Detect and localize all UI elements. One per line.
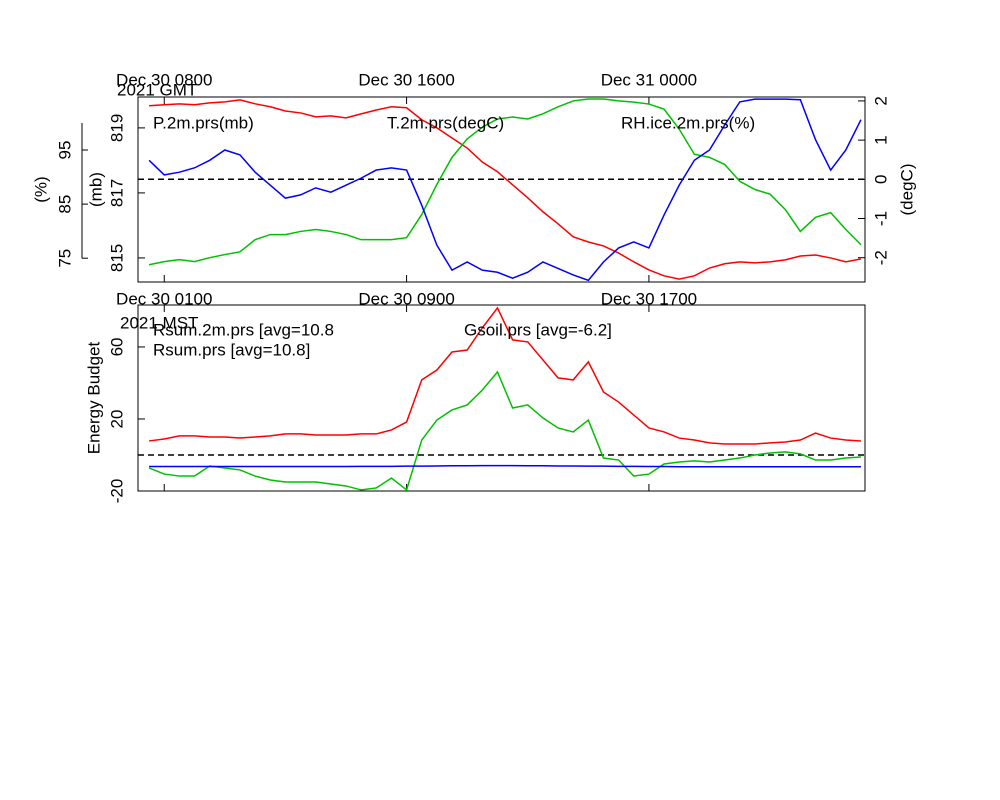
x-tick-label: Dec 30 0800 <box>116 70 212 89</box>
y-axis-label: Energy Budget <box>84 341 103 454</box>
legend-label: RH.ice.2m.prs(%) <box>621 113 755 132</box>
y3-axis-label: (%) <box>31 176 50 202</box>
y3-tick-label: 75 <box>55 249 74 268</box>
y-tick-label: 60 <box>107 337 126 356</box>
x-tick-label: Dec 30 1600 <box>358 70 454 89</box>
x-axis-label: 2021 MST <box>120 313 198 332</box>
legend-label: Rsum.2m.prs [avg=10.8 <box>153 320 334 339</box>
legend-label: Gsoil.prs [avg=-6.2] <box>464 320 612 339</box>
y-tick-label: -20 <box>107 479 126 504</box>
series-line <box>149 464 861 468</box>
plot-frame <box>137 304 866 492</box>
series-line <box>148 98 862 266</box>
y-tick-label: 817 <box>107 179 126 207</box>
y-axis-label: (mb) <box>86 172 105 207</box>
y2-tick-label: -2 <box>871 250 890 265</box>
y-tick-label: 815 <box>107 244 126 272</box>
x-tick-label: Dec 31 0000 <box>601 70 697 89</box>
x-tick-label: Dec 30 0100 <box>116 289 212 308</box>
plot-frame <box>137 96 866 283</box>
legend-label: P.2m.prs(mb) <box>153 113 254 132</box>
y3-tick-label: 85 <box>55 195 74 214</box>
y2-tick-label: 2 <box>871 96 890 105</box>
x-axis-label: 2021 GMT <box>117 80 197 99</box>
y2-tick-label: 1 <box>871 135 890 144</box>
y3-tick-label: 95 <box>55 141 74 160</box>
y-tick-label: 20 <box>107 410 126 429</box>
y2-tick-label: 0 <box>871 175 890 184</box>
series-line <box>149 99 862 280</box>
series-line <box>149 306 862 445</box>
legend-label: Rsum.prs [avg=10.8] <box>153 340 310 359</box>
x-tick-label: Dec 30 0900 <box>358 289 454 308</box>
y-tick-label: 819 <box>107 114 126 142</box>
series-line <box>148 98 862 282</box>
series-line <box>148 370 862 491</box>
legend-label: T.2m.prs(degC) <box>387 113 504 132</box>
x-tick-label: Dec 30 1700 <box>601 289 697 308</box>
y2-axis-label: (degC) <box>897 164 916 216</box>
y2-tick-label: -1 <box>871 211 890 226</box>
